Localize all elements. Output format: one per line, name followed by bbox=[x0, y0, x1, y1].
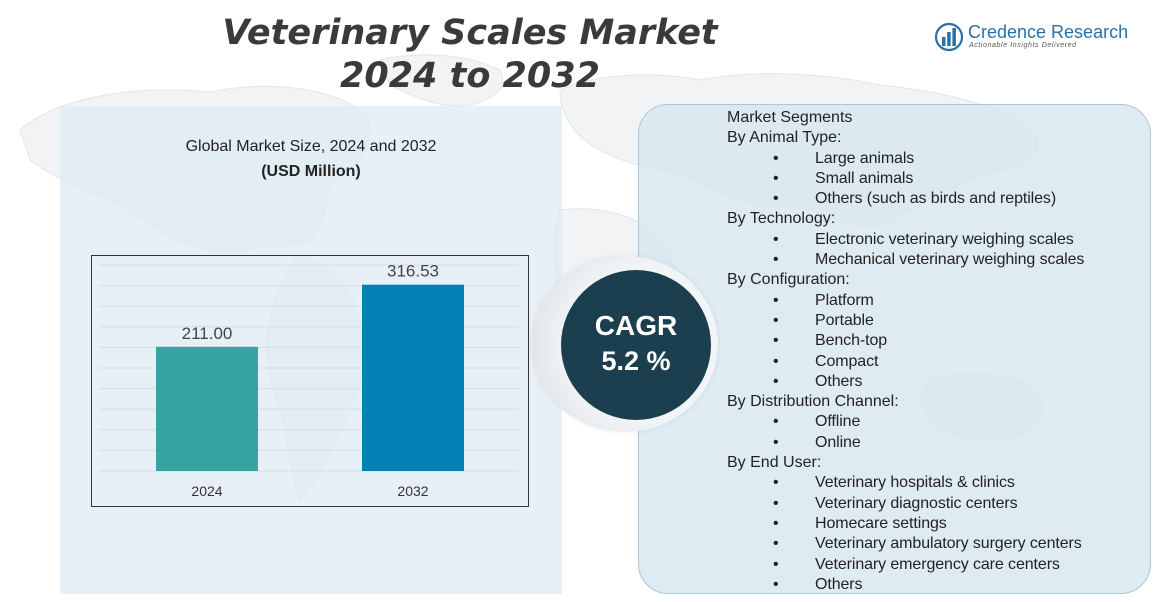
segment-group-title: By Distribution Channel: bbox=[727, 393, 899, 411]
segment-item: • Homecare settings bbox=[727, 514, 1147, 534]
segment-item: • Bench-top bbox=[727, 331, 1147, 351]
bullet-icon: • bbox=[773, 251, 779, 269]
segment-group-title: By End User: bbox=[727, 454, 822, 472]
bullet-icon: • bbox=[773, 535, 779, 553]
segment-item-label: Large animals bbox=[815, 149, 915, 167]
segment-item: • Offline bbox=[727, 412, 1147, 432]
segment-item-label: Mechanical veterinary weighing scales bbox=[815, 251, 1085, 269]
segment-item: • Compact bbox=[727, 352, 1147, 372]
bar-value-label: 211.00 bbox=[182, 324, 233, 343]
category-label: 2032 bbox=[397, 483, 428, 499]
chart-unit: (USD Million) bbox=[261, 163, 361, 180]
segment-item-label: Others bbox=[815, 372, 863, 390]
segment-item-label: Veterinary emergency care centers bbox=[815, 555, 1060, 573]
segment-item-label: Others bbox=[815, 575, 863, 593]
segment-item: • Online bbox=[727, 433, 1147, 453]
segment-item-label: Small animals bbox=[815, 169, 914, 187]
segment-item: • Mechanical veterinary weighing scales bbox=[727, 250, 1147, 270]
segment-item-label: Electronic veterinary weighing scales bbox=[815, 230, 1074, 248]
segment-item: • Small animals bbox=[727, 169, 1147, 189]
bullet-icon: • bbox=[773, 169, 779, 187]
bar-chart: 211.00 2024 316.53 2032 bbox=[91, 255, 529, 507]
segment-item-label: Platform bbox=[815, 291, 874, 309]
bar-value-label: 316.53 bbox=[387, 262, 439, 281]
bullet-icon: • bbox=[773, 352, 779, 370]
bullet-icon: • bbox=[773, 149, 779, 167]
segment-item: • Veterinary ambulatory surgery centers bbox=[727, 534, 1147, 554]
bar-chart-logo-icon bbox=[934, 22, 964, 52]
segment-item-label: Compact bbox=[815, 352, 879, 370]
segment-item-label: Veterinary ambulatory surgery centers bbox=[815, 535, 1082, 553]
bullet-icon: • bbox=[773, 575, 779, 593]
bullet-icon: • bbox=[773, 291, 779, 309]
bullet-icon: • bbox=[773, 494, 779, 512]
bullet-icon: • bbox=[773, 230, 779, 248]
title-line-2: 2024 to 2032 bbox=[340, 56, 600, 96]
segment-item: • Veterinary hospitals & clinics bbox=[727, 473, 1147, 493]
logo-name: Credence Research bbox=[968, 22, 1129, 42]
segment-item-label: Veterinary hospitals & clinics bbox=[815, 474, 1015, 492]
title-line-1: Veterinary Scales Market bbox=[222, 13, 718, 53]
segment-group-title: By Animal Type: bbox=[727, 129, 842, 147]
bar-2024 bbox=[156, 346, 258, 471]
segment-item: • Portable bbox=[727, 311, 1147, 331]
bullet-icon: • bbox=[773, 332, 779, 350]
bullet-icon: • bbox=[773, 433, 779, 451]
segment-item-label: Others (such as birds and reptiles) bbox=[815, 190, 1057, 208]
bullet-icon: • bbox=[773, 190, 779, 208]
cagr-label: CAGR bbox=[594, 310, 678, 341]
market-segments-list: Market Segments By Animal Type: • Large an… bbox=[727, 108, 1147, 595]
segment-item-label: Portable bbox=[815, 311, 874, 329]
bullet-icon: • bbox=[773, 413, 779, 431]
segment-item: • Others bbox=[727, 372, 1147, 392]
segment-item-label: Offline bbox=[815, 413, 861, 431]
bullet-icon: • bbox=[773, 311, 779, 329]
cagr-value: 5.2 % bbox=[601, 346, 671, 376]
company-logo: Credence Research Actionable Insights De… bbox=[934, 20, 1134, 54]
logo-tagline: Actionable Insights Delivered bbox=[969, 42, 1077, 49]
bullet-icon: • bbox=[773, 474, 779, 492]
segment-item: • Platform bbox=[727, 291, 1147, 311]
bullet-icon: • bbox=[773, 372, 779, 390]
chart-subtitle: Global Market Size, 2024 and 2032 bbox=[185, 138, 437, 155]
cagr-badge: CAGR 5.2 % bbox=[561, 270, 711, 420]
segment-group-title: By Configuration: bbox=[727, 271, 850, 289]
segment-item-label: Veterinary diagnostic centers bbox=[815, 494, 1018, 512]
segment-group-title: By Technology: bbox=[727, 210, 836, 228]
segment-item: • Others bbox=[727, 575, 1147, 595]
category-label: 2024 bbox=[191, 483, 222, 499]
segment-item: • Veterinary emergency care centers bbox=[727, 555, 1147, 575]
bullet-icon: • bbox=[773, 555, 779, 573]
segment-item-label: Homecare settings bbox=[815, 514, 947, 532]
segment-item: • Veterinary diagnostic centers bbox=[727, 494, 1147, 514]
chart-panel bbox=[60, 106, 562, 594]
bar-2032 bbox=[362, 284, 464, 471]
page-title: Veterinary Scales Market 2024 to 2032 bbox=[180, 12, 760, 98]
segments-heading: Market Segments bbox=[727, 109, 853, 126]
segment-item-label: Bench-top bbox=[815, 332, 888, 350]
segment-item-label: Online bbox=[815, 433, 861, 451]
segment-item: • Large animals bbox=[727, 149, 1147, 169]
segment-item: • Electronic veterinary weighing scales bbox=[727, 230, 1147, 250]
segment-item: • Others (such as birds and reptiles) bbox=[727, 189, 1147, 209]
segments-panel bbox=[638, 104, 1151, 594]
chart-frame bbox=[91, 255, 529, 507]
bullet-icon: • bbox=[773, 514, 779, 532]
